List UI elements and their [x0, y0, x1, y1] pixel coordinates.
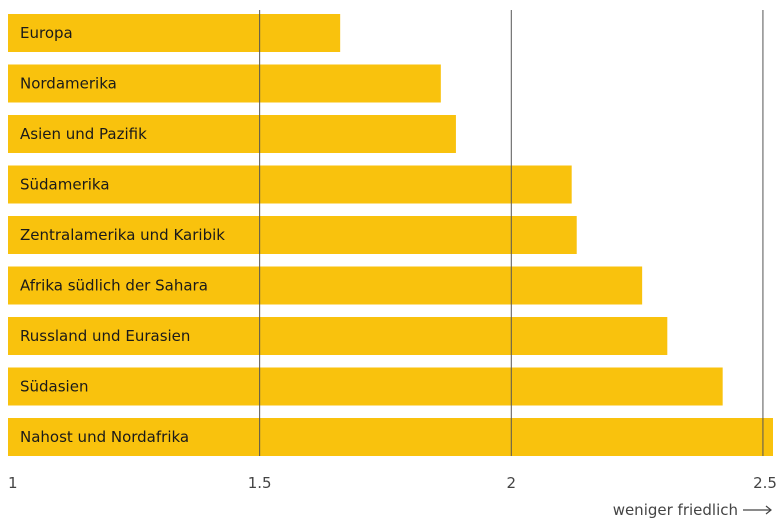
bar [8, 216, 577, 254]
bar [8, 64, 441, 103]
category-label: Asien und Pazifik [20, 125, 147, 143]
category-label: Südasien [20, 378, 88, 396]
x-tick-label: 1 [8, 474, 18, 492]
x-tick-labels-group: 1 1.5 2 2.5 [8, 474, 777, 492]
category-label: Russland und Eurasien [20, 327, 190, 345]
bar [8, 14, 341, 52]
bar [8, 115, 456, 153]
x-tick-label: 2.5 [753, 474, 777, 492]
bar [8, 367, 723, 406]
bars-group [8, 14, 773, 456]
arrow-right-icon [743, 505, 772, 515]
bar [8, 317, 668, 355]
x-axis-label: weniger friedlich [613, 501, 738, 519]
category-label: Südamerika [20, 176, 110, 194]
category-label: Nahost und Nordafrika [20, 428, 189, 446]
category-label: Afrika südlich der Sahara [20, 277, 208, 295]
x-tick-label: 2 [507, 474, 517, 492]
bar [8, 418, 773, 456]
bar [8, 266, 643, 305]
gridlines-group [259, 10, 764, 456]
category-labels-group: Europa Nordamerika Asien und Pazifik Südame… [20, 24, 225, 446]
bar [8, 165, 572, 204]
category-label: Nordamerika [20, 75, 117, 93]
x-tick-label: 1.5 [248, 474, 272, 492]
category-label: Europa [20, 24, 73, 42]
category-label: Zentralamerika und Karibik [20, 226, 225, 244]
